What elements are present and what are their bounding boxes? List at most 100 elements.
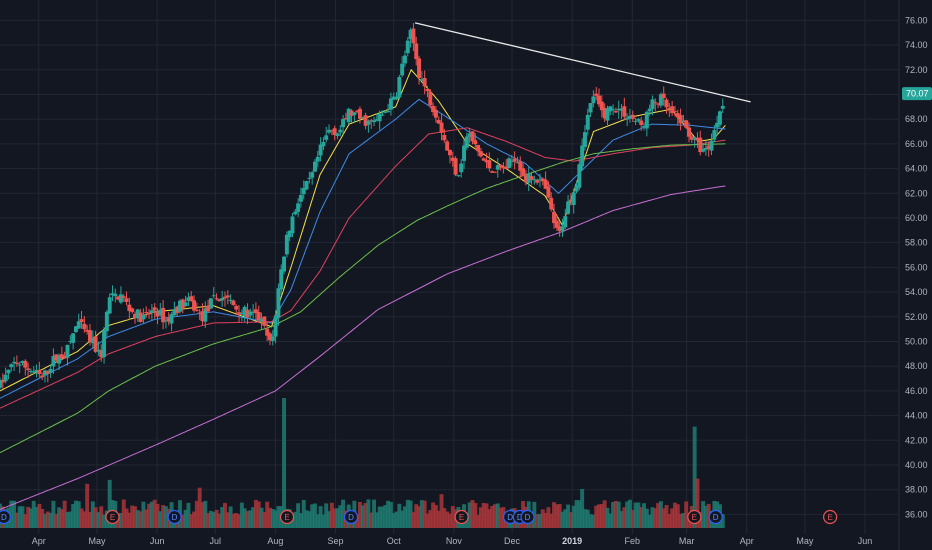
volume-bar: [554, 504, 559, 528]
candle-body: [594, 93, 599, 96]
volume-bar: [147, 503, 152, 528]
volume-bar: [670, 508, 675, 528]
volume-bar: [582, 509, 587, 528]
candle-body: [45, 370, 50, 374]
candle-body: [327, 129, 332, 133]
y-tick-label: 54.00: [905, 287, 928, 297]
y-tick-label: 62.00: [905, 188, 928, 198]
candle-body: [509, 160, 514, 162]
volume-bar: [242, 508, 247, 528]
candle-body: [532, 179, 537, 181]
volume-bar: [59, 509, 64, 528]
trendline-drawing[interactable]: [414, 22, 751, 103]
volume-bar: [394, 511, 399, 528]
volume-bar: [658, 501, 663, 528]
candle-body: [158, 309, 163, 316]
candle-body: [124, 298, 129, 302]
candle-body: [574, 185, 579, 192]
volume-bar: [76, 501, 81, 528]
volume-bar: [374, 512, 379, 528]
candle-body: [681, 120, 686, 123]
candle-body: [591, 96, 596, 104]
earnings-marker[interactable]: E: [687, 509, 702, 525]
candle-body: [597, 95, 601, 105]
dividend-marker[interactable]: D: [708, 509, 723, 525]
y-tick-label: 36.00: [905, 509, 928, 519]
volume-bar: [12, 500, 17, 528]
volume-bar: [248, 510, 253, 528]
candle-body: [622, 106, 627, 117]
candle-body: [287, 230, 292, 238]
candle-body: [237, 312, 242, 315]
candle-body: [113, 293, 118, 297]
candle-body: [425, 89, 430, 92]
dividend-marker[interactable]: D: [167, 509, 182, 525]
volume-bar: [549, 513, 554, 528]
candle-body: [211, 295, 216, 297]
volume-bar: [20, 506, 25, 528]
dividend-marker[interactable]: D: [520, 509, 535, 525]
marker-letter: D: [507, 513, 513, 522]
candle-body: [599, 101, 604, 111]
marker-letter: E: [827, 513, 832, 522]
x-tick-label: May: [796, 536, 814, 546]
grid: [0, 0, 898, 534]
time-axis[interactable]: Apr May Jun Jul Aug Sep Oct Nov Dec 2019 Feb Mar Apr…: [32, 536, 873, 546]
candle-body: [14, 362, 19, 364]
volume-bar: [498, 507, 503, 528]
candle-body: [417, 58, 422, 78]
candle-body: [526, 173, 531, 183]
marker-letter: E: [110, 513, 115, 522]
earnings-marker[interactable]: E: [454, 509, 469, 525]
volume-bar: [327, 511, 332, 528]
candle-body: [400, 63, 405, 76]
volume-bar: [313, 503, 317, 528]
dividend-marker[interactable]: D: [0, 509, 11, 525]
marker-letter: D: [525, 513, 531, 522]
candle-body: [3, 374, 8, 382]
candle-body: [678, 115, 683, 124]
last-price-tag: 70.07: [902, 87, 932, 101]
candle-body: [68, 341, 73, 343]
candle-body: [12, 361, 17, 364]
earnings-marker[interactable]: E: [279, 509, 295, 525]
candle-body: [462, 145, 466, 161]
candle-body: [518, 161, 523, 171]
candle-body: [338, 129, 343, 133]
candle-body: [43, 370, 47, 376]
earnings-marker[interactable]: E: [105, 509, 120, 525]
volume-bar: [495, 503, 500, 528]
candle-body: [476, 144, 481, 152]
volume-bar: [220, 507, 225, 528]
candle-body: [144, 312, 149, 314]
volume-bar: [324, 503, 329, 528]
candle-body: [214, 298, 219, 300]
candle-body: [116, 296, 121, 300]
candle-body: [262, 316, 267, 326]
candle-body: [537, 179, 542, 181]
volume-bar: [180, 514, 185, 528]
candle-body: [380, 114, 385, 116]
candle-body: [251, 311, 256, 314]
volume-bar: [9, 500, 14, 528]
candle-body: [661, 93, 666, 99]
volume-bar: [99, 506, 104, 528]
marker-circle: [167, 509, 182, 525]
volume-bar: [386, 500, 391, 528]
volume-bar: [206, 513, 211, 528]
candle-body: [428, 91, 433, 106]
volume-bar: [82, 511, 87, 528]
earnings-marker[interactable]: E: [823, 509, 838, 525]
volume-bar: [88, 511, 92, 528]
candle-body: [414, 43, 419, 60]
volume-bar: [79, 508, 84, 528]
candle-body: [248, 311, 253, 316]
candle-body: [200, 311, 205, 322]
dividend-marker[interactable]: D: [343, 509, 359, 525]
volume-bar: [121, 499, 126, 528]
candle-body: [141, 314, 146, 320]
